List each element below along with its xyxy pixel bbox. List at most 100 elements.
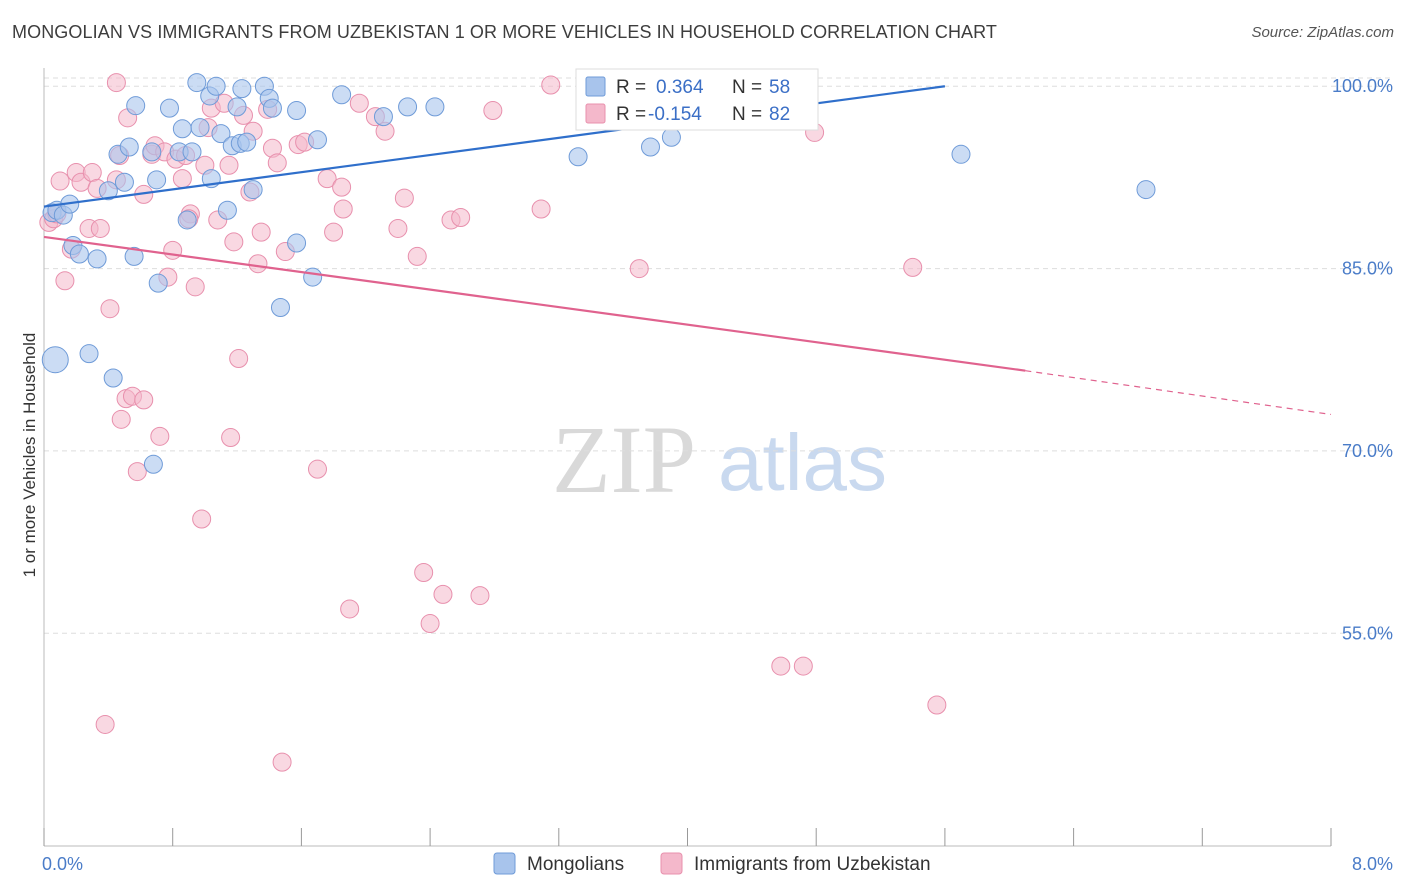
uzbekistan-point-84 <box>106 73 126 93</box>
uzbekistan-point-65 <box>394 188 414 208</box>
uzbekistan-point-26 <box>163 240 183 260</box>
mongolian-point-57 <box>232 79 252 99</box>
mongolian-point-53 <box>1136 180 1156 200</box>
y-tick-label-2: 85.0% <box>1342 259 1393 279</box>
uzbekistan-point-72 <box>470 586 490 606</box>
legend-n-label-0: N = <box>732 77 762 98</box>
uzbekistan-point-46 <box>248 254 268 274</box>
watermark-zip: ZIP <box>552 406 696 513</box>
uzbekistan-trend-line <box>43 235 1026 372</box>
mongolian-point-16 <box>142 142 162 162</box>
y-axis-title: 1 or more Vehicles in Household <box>20 333 39 578</box>
uzbekistan-point-32 <box>185 277 205 297</box>
mongolian-point-39 <box>270 297 290 317</box>
mongolian-point-49 <box>661 127 681 147</box>
uzbekistan-point-50 <box>267 153 287 173</box>
stats-legend-box <box>575 68 819 131</box>
mongolian-point-12 <box>114 172 134 192</box>
mongolian-point-27 <box>206 76 226 96</box>
mongolian-point-37 <box>262 98 282 118</box>
mongolian-point-33 <box>237 132 257 152</box>
uzbekistan-point-19 <box>134 390 154 410</box>
uzbekistan-point-33 <box>192 509 212 529</box>
mongolian-point-21 <box>172 119 192 139</box>
bottom-legend-mongolians: Mongolians <box>527 854 624 875</box>
uzbekistan-point-82 <box>927 695 947 715</box>
mongolian-point-43 <box>332 85 352 105</box>
x-tick-label-1: 8.0% <box>1352 854 1393 874</box>
series-mongolians-points <box>41 73 1156 474</box>
uzbekistan-point-83 <box>95 714 115 734</box>
uzbekistan-point-58 <box>332 177 352 197</box>
series-legend: Mongolians Immigrants from Uzbekistan <box>493 852 931 875</box>
stats-legend: R = 0.364 N = 58 R = -0.154 N = 82 <box>575 68 819 131</box>
mongolian-point-41 <box>303 267 323 287</box>
uzbekistan-point-51 <box>272 752 292 772</box>
mongolian-point-15 <box>126 96 146 116</box>
mongolian-point-8 <box>87 249 107 269</box>
mongolian-point-18 <box>148 273 168 293</box>
uzbekistan-point-78 <box>771 656 791 676</box>
uzbekistan-point-61 <box>349 93 369 113</box>
y-tick-label-3: 100.0% <box>1332 76 1393 96</box>
uzbekistan-point-79 <box>793 656 813 676</box>
uzbekistan-point-18 <box>127 462 147 482</box>
bottom-legend-swatch-blue <box>493 852 516 875</box>
x-tick-label-0: 0.0% <box>42 854 83 874</box>
uzbekistan-point-47 <box>251 222 271 242</box>
mongolian-point-28 <box>211 124 231 144</box>
mongolian-point-44 <box>373 107 393 127</box>
uzbekistan-point-67 <box>414 562 434 582</box>
chart-title: MONGOLIAN VS IMMIGRANTS FROM UZBEKISTAN … <box>12 22 998 42</box>
uzbekistan-point-9 <box>82 163 102 183</box>
uzbekistan-point-42 <box>229 349 249 369</box>
uzbekistan-point-66 <box>407 246 427 266</box>
uzbekistan-point-60 <box>340 599 360 619</box>
uzbekistan-point-81 <box>903 257 923 277</box>
uzbekistan-point-71 <box>451 208 471 228</box>
legend-r-value-1: -0.154 <box>648 104 702 125</box>
mongolian-point-13 <box>119 137 139 157</box>
mongolian-point-56 <box>187 73 207 93</box>
uzbekistan-point-11 <box>90 218 110 238</box>
y-tick-label-1: 70.0% <box>1342 441 1393 461</box>
mongolian-point-9 <box>103 368 123 388</box>
mongolian-point-40 <box>287 233 307 253</box>
legend-swatch-pink <box>585 103 606 124</box>
mongolian-point-46 <box>425 97 445 117</box>
uzbekistan-point-55 <box>307 459 327 479</box>
mongolian-point-30 <box>227 97 247 117</box>
uzbekistan-point-39 <box>219 155 239 175</box>
mongolian-point-14 <box>124 246 144 266</box>
uzbekistan-point-28 <box>172 169 192 189</box>
legend-n-value-0: 58 <box>769 77 790 98</box>
uzbekistan-point-4 <box>55 271 75 291</box>
mongolian-point-29 <box>217 200 237 220</box>
uzbekistan-point-23 <box>150 426 170 446</box>
mongolian-point-42 <box>307 130 327 150</box>
uzbekistan-point-69 <box>433 584 453 604</box>
uzbekistan-point-57 <box>324 222 344 242</box>
mongolian-point-17 <box>147 170 167 190</box>
x-tick-labels: 0.0% 8.0% <box>42 854 1393 874</box>
mongolian-point-47 <box>568 147 588 167</box>
mongolian-point-19 <box>159 98 179 118</box>
mongolian-point-38 <box>287 101 307 121</box>
uzbekistan-point-15 <box>111 409 131 429</box>
bottom-legend-swatch-pink <box>660 852 683 875</box>
mongolian-point-23 <box>182 142 202 162</box>
uzbekistan-point-59 <box>333 199 353 219</box>
uzbekistan-point-73 <box>483 101 503 121</box>
legend-r-value-0: 0.364 <box>656 77 704 98</box>
legend-swatch-blue <box>585 76 606 97</box>
uzbekistan-point-76 <box>629 259 649 279</box>
source-label: Source: ZipAtlas.com <box>1251 24 1394 41</box>
uzbekistan-trend-extension <box>1025 370 1332 416</box>
uzbekistan-point-40 <box>221 428 241 448</box>
uzbekistan-point-12 <box>100 299 120 319</box>
uzbekistan-point-75 <box>541 75 561 95</box>
legend-r-label-0: R = <box>616 77 646 98</box>
mongolian-point-7 <box>79 344 99 364</box>
legend-n-label-1: N = <box>732 104 762 125</box>
